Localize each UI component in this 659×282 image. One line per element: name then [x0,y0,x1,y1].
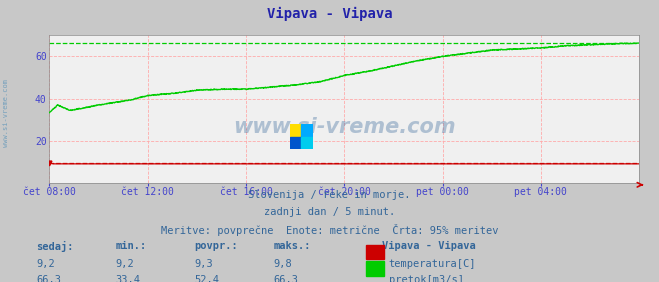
Text: www.si-vreme.com: www.si-vreme.com [233,117,455,137]
Text: 52,4: 52,4 [194,275,219,282]
Bar [290,124,301,137]
Text: 9,2: 9,2 [115,259,134,269]
Text: sedaj:: sedaj: [36,241,74,252]
Text: 9,2: 9,2 [36,259,55,269]
Text: www.si-vreme.com: www.si-vreme.com [3,79,9,147]
Text: 9,8: 9,8 [273,259,292,269]
Text: 33,4: 33,4 [115,275,140,282]
Bar [301,137,313,149]
Text: maks.:: maks.: [273,241,311,251]
Text: 66,3: 66,3 [36,275,61,282]
Bar [301,124,313,137]
Text: temperatura[C]: temperatura[C] [389,259,476,269]
Text: zadnji dan / 5 minut.: zadnji dan / 5 minut. [264,207,395,217]
Text: Meritve: povprečne  Enote: metrične  Črta: 95% meritev: Meritve: povprečne Enote: metrične Črta:… [161,224,498,236]
Text: Vipava - Vipava: Vipava - Vipava [382,241,476,251]
Text: povpr.:: povpr.: [194,241,238,251]
Text: Vipava - Vipava: Vipava - Vipava [267,7,392,21]
Bar [290,137,301,149]
Text: 9,3: 9,3 [194,259,213,269]
Text: Slovenija / reke in morje.: Slovenija / reke in morje. [248,190,411,200]
Text: 66,3: 66,3 [273,275,299,282]
Text: min.:: min.: [115,241,146,251]
Text: pretok[m3/s]: pretok[m3/s] [389,275,464,282]
